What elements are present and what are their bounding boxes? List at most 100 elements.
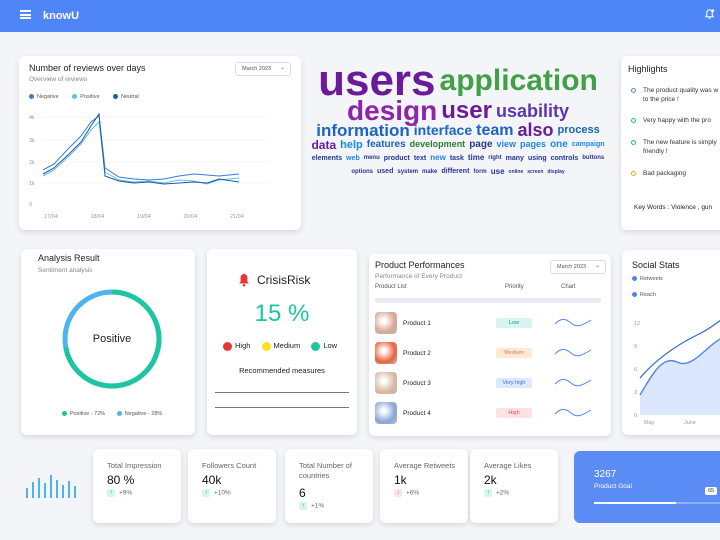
legend-positive-share-label: Positive - 72% — [70, 411, 106, 417]
highlight-2-marker-icon — [631, 118, 636, 123]
table-header-divider — [375, 298, 601, 303]
product-row[interactable]: Product 4 High — [375, 402, 601, 426]
recommended-measures-title: Recommended measures — [239, 366, 325, 375]
goal-progress-track — [594, 502, 720, 504]
highlight-item-3: The new feature is simply friendly ! — [631, 138, 717, 156]
goal-value: 3267 — [594, 469, 617, 480]
products-subtitle: Performance of Every Product — [375, 273, 463, 280]
highlight-1-text: The product quality was w — [643, 87, 719, 94]
highlights-card: Highlights The product quality was w to t… — [621, 56, 720, 230]
word-cloud-word: options — [351, 168, 374, 175]
highlight-2-text: Very happy with the pro — [643, 117, 711, 124]
highlight-item-1: The product quality was w to the price ! — [631, 86, 718, 104]
legend-negative-share: Negative - 28% — [116, 411, 162, 417]
highlight-4-marker-icon — [631, 171, 636, 176]
x-tick-label: 19/04 — [137, 214, 151, 220]
kpi-value: 80 % — [107, 473, 135, 487]
word-cloud-word: online — [508, 169, 524, 176]
social-y-tick-label: 6 — [634, 367, 637, 373]
product-sparkline — [554, 318, 592, 327]
product-row[interactable]: Product 2 Medium — [375, 342, 601, 366]
word-cloud-word: form — [473, 168, 487, 175]
analysis-legend: Positive - 72% Negative - 28% — [62, 411, 162, 417]
chevron-down-icon: ⌄ — [595, 263, 600, 269]
y-tick-label: 2k — [29, 160, 35, 166]
kpi-card[interactable]: Followers Count 40k ↑ +10% — [188, 449, 276, 523]
legend-positive-share: Positive - 72% — [62, 411, 105, 417]
word-cloud-word: different — [441, 168, 470, 176]
kpi-label: Total Impression — [107, 461, 162, 470]
trend-up-icon: ↑ — [484, 489, 492, 497]
word-cloud-word: use — [490, 167, 505, 177]
word-cloud-word: system — [397, 168, 419, 175]
x-tick-label: 18/04 — [91, 214, 105, 220]
reviews-x-ticks: 17/04 18/04 19/04 20/04 21/04 — [44, 214, 244, 220]
kpi-label: Average Likes — [484, 461, 532, 470]
crisis-risk-card: CrisisRisk 15 % High Medium Low Recommen… — [207, 249, 357, 435]
highlight-3-marker-icon — [631, 140, 636, 145]
word-cloud-word: features — [366, 139, 406, 150]
social-y-tick-label: 0 — [634, 413, 637, 419]
risk-high: High — [223, 341, 251, 351]
x-tick-label: 20/04 — [184, 214, 198, 220]
risk-medium-label: Medium — [273, 341, 301, 350]
risk-medium: Medium — [261, 341, 301, 351]
social-stats-card: Social Stats Retweets Reach 12 9 6 3 0 May Ju… — [622, 250, 720, 435]
social-legend-reach: Reach — [632, 292, 656, 298]
priority-badge: Medium — [496, 348, 532, 358]
word-cloud-word: development — [409, 139, 466, 150]
word-cloud-word: make — [422, 168, 438, 175]
kpi-delta: ↑ +10% — [202, 489, 231, 497]
word-cloud-word: right — [488, 155, 502, 162]
word-cloud-word: screen — [527, 169, 544, 176]
trend-up-icon: ↑ — [107, 489, 115, 497]
col-priority: Priority — [505, 284, 524, 290]
goal-progress-fill — [594, 502, 676, 504]
crisis-value: 15 % — [254, 300, 310, 327]
product-row[interactable]: Product 1 Low — [375, 312, 601, 336]
product-row[interactable]: Product 3 Very high — [375, 372, 601, 396]
risk-high-label: High — [235, 341, 251, 350]
reach-area — [640, 339, 720, 415]
social-y-ticks: 12 9 6 3 0 — [634, 321, 640, 419]
risk-low-label: Low — [323, 341, 338, 350]
kpi-card[interactable]: Average Retweets 1k ↓ +6% — [380, 449, 468, 523]
col-chart: Chart — [561, 284, 576, 290]
word-cloud-word: menu — [363, 155, 380, 162]
legend-neutral: Neutral — [113, 94, 139, 100]
retweets-line — [639, 320, 720, 379]
highlight-3-text: The new feature is simply — [643, 139, 717, 146]
word-cloud-word: web — [346, 154, 360, 162]
product-sparkline — [554, 408, 592, 417]
menu-icon[interactable] — [20, 10, 31, 19]
products-month-dropdown[interactable]: March 2023 ⌄ — [550, 260, 606, 274]
product-goal-card[interactable]: 3267 Product Goal 65 — [574, 451, 720, 523]
x-tick-label: 17/04 — [44, 214, 58, 220]
word-cloud-word: pages — [520, 139, 547, 150]
legend-positive-label: Positive — [80, 94, 100, 100]
word-cloud-word: using — [527, 154, 547, 162]
product-sparkline — [554, 348, 592, 357]
legend-dot-positive — [72, 94, 78, 100]
kpi-card[interactable]: Total Impression 80 % ↑ +9% — [93, 449, 181, 523]
analysis-title: Analysis Result — [38, 253, 100, 263]
kpi-card[interactable]: Total Number of countries 6 ↑ +1% — [285, 449, 373, 523]
reviews-month-dropdown[interactable]: March 2023 ⌄ — [235, 62, 291, 76]
y-tick-label: 0 — [29, 202, 32, 208]
analysis-card: Analysis Result Sentiment analysis Posit… — [21, 249, 195, 435]
highlight-4-text: Bad packaging — [643, 170, 687, 177]
product-thumbnail — [375, 372, 397, 394]
kpi-delta: ↓ +6% — [394, 489, 419, 497]
kpi-card[interactable]: Average Likes 2k ↑ +2% — [470, 449, 558, 523]
product-performance-card: Product Performances Performance of Ever… — [369, 254, 611, 436]
word-cloud-word: usability — [495, 100, 569, 121]
trend-down-icon: ↓ — [394, 489, 402, 497]
risk-low: Low — [311, 341, 338, 351]
legend-dot-retweets — [632, 276, 637, 282]
notification-bell-icon[interactable] — [704, 8, 715, 20]
legend-dot-neutral — [113, 94, 119, 100]
kpi-delta-value: +2% — [496, 489, 510, 497]
goal-label: Product Goal — [594, 483, 632, 490]
social-y-tick-label: 12 — [634, 321, 640, 327]
reviews-legend: Negative Positive Neutral — [29, 94, 139, 100]
